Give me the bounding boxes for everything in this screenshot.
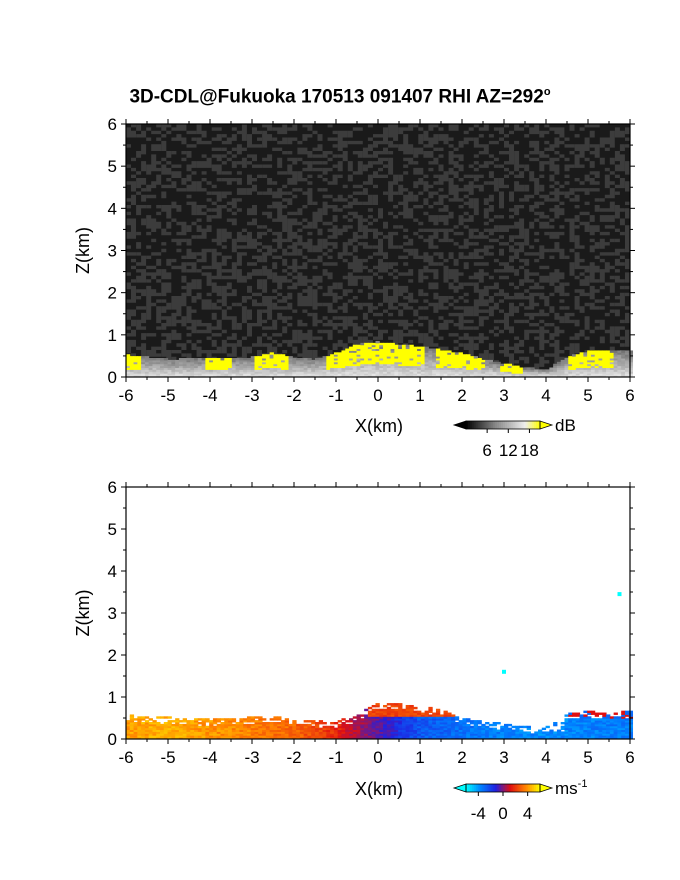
- y-tick-label: 4: [108, 562, 117, 581]
- y-tick-label: 0: [108, 730, 117, 749]
- x-axis-label: X(km): [355, 416, 403, 436]
- x-tick-label: 1: [415, 748, 424, 767]
- y-axis-label: Z(km): [73, 227, 93, 274]
- y-tick-label: 6: [108, 478, 117, 497]
- x-tick-label: 0: [373, 748, 382, 767]
- isolated-echo-0: [502, 669, 506, 674]
- y-tick-label: 2: [108, 646, 117, 665]
- colorbar-tick-label: 6: [482, 441, 491, 460]
- x-tick-label: -6: [118, 748, 133, 767]
- x-tick-label: -4: [202, 386, 217, 405]
- y-tick-label: 5: [108, 157, 117, 176]
- colorbar-tick-label: 12: [499, 441, 518, 460]
- colorbar-low-arrow: [452, 420, 467, 430]
- x-tick-label: 5: [583, 386, 592, 405]
- x-tick-label: 2: [457, 748, 466, 767]
- x-tick-label: 1: [415, 386, 424, 405]
- colorbar-unit-sup: -1: [578, 778, 588, 790]
- y-tick-label: 3: [108, 604, 117, 623]
- plot-frame: [125, 486, 631, 740]
- chart-title: 3D-CDL@Fukuoka 170513 091407 RHI AZ=292o: [129, 86, 551, 108]
- colorbar-high-arrow: [539, 783, 554, 793]
- x-tick-label: -1: [328, 386, 343, 405]
- x-tick-label: 0: [373, 386, 382, 405]
- x-tick-label: 4: [541, 748, 550, 767]
- x-tick-label: -3: [244, 386, 259, 405]
- y-tick-label: 3: [108, 242, 117, 261]
- x-tick-label: 3: [499, 748, 508, 767]
- colorbar-tick-label: 4: [523, 804, 532, 823]
- noise-speckle: [126, 124, 630, 377]
- x-tick-label: 6: [625, 386, 634, 405]
- y-axis-label: Z(km): [73, 590, 93, 637]
- y-tick-label: 0: [108, 368, 117, 387]
- x-tick-label: 5: [583, 748, 592, 767]
- data-field-reflectivity: [126, 124, 634, 378]
- x-tick-label: 4: [541, 386, 550, 405]
- x-tick-label: 3: [499, 386, 508, 405]
- data-field-doppler-velocity: [126, 592, 634, 740]
- y-tick-label: 1: [108, 688, 117, 707]
- y-tick-label: 1: [108, 326, 117, 345]
- colorbar-reflectivity: 6 12 18 dB: [452, 416, 576, 460]
- colorbar-tick-label: 18: [520, 441, 539, 460]
- colorbar-tick-label: 0: [498, 804, 507, 823]
- x-tick-label: -3: [244, 748, 259, 767]
- y-tick-label: 4: [108, 199, 117, 218]
- isolated-echo-1: [617, 592, 622, 597]
- x-tick-label: -2: [286, 748, 301, 767]
- colorbar-tick-label: -4: [471, 804, 486, 823]
- colorbar-frame: [465, 420, 541, 430]
- y-tick-label: 5: [108, 520, 117, 539]
- x-tick-label: -6: [118, 386, 133, 405]
- colorbar-unit: dB: [555, 416, 576, 435]
- colorbar-unit: ms-1: [555, 778, 587, 798]
- x-tick-label: -5: [160, 748, 175, 767]
- y-tick-label: 2: [108, 284, 117, 303]
- x-tick-label: -5: [160, 386, 175, 405]
- colorbar-high-arrow: [539, 420, 554, 430]
- x-tick-label: -2: [286, 386, 301, 405]
- x-tick-label: 2: [457, 386, 466, 405]
- x-tick-label: -1: [328, 748, 343, 767]
- x-tick-label: -4: [202, 748, 217, 767]
- colorbar-low-arrow: [452, 783, 467, 793]
- x-tick-label: 6: [625, 748, 634, 767]
- x-axis-label: X(km): [355, 779, 403, 799]
- colorbar-doppler-velocity: -4 0 4 ms-1: [452, 778, 587, 823]
- y-tick-label: 6: [108, 115, 117, 134]
